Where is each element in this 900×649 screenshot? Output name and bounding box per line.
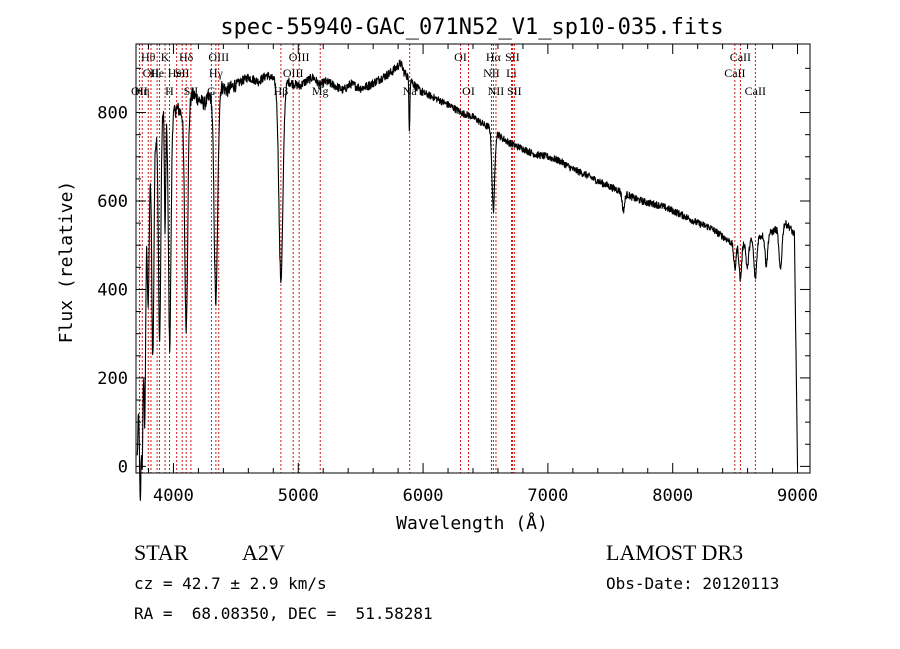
y-axis-label: Flux (relative)	[56, 181, 77, 344]
line-marker-label: K	[161, 50, 170, 64]
line-marker-label: OII	[143, 66, 160, 80]
line-marker-label: H	[165, 84, 174, 98]
y-tick-label: 200	[97, 369, 128, 389]
line-marker-label: CaII	[730, 50, 751, 64]
line-marker-label: SII	[507, 84, 522, 98]
line-marker-label: G	[207, 84, 216, 98]
line-marker-label: He	[150, 66, 164, 80]
sky-coordinates: RA = 68.08350, DEC = 51.58281	[134, 604, 433, 623]
line-marker-label: SII	[505, 50, 520, 64]
line-marker-label: CaII	[745, 84, 766, 98]
survey-name: LAMOST DR3	[606, 540, 744, 565]
line-marker-label: HeI	[168, 66, 186, 80]
line-marker-label: Li	[506, 66, 517, 80]
x-tick-label: 8000	[652, 486, 693, 506]
chart-title: spec-55940-GAC_071N52_V1_sp10-035.fits	[220, 15, 723, 40]
radial-velocity: cz = 42.7 ± 2.9 km/s	[134, 574, 327, 593]
x-tick-label: 5000	[278, 486, 319, 506]
y-tick-label: 800	[97, 104, 128, 124]
x-tick-label: 9000	[777, 486, 818, 506]
y-tick-label: 600	[97, 192, 128, 212]
line-marker-label: Hβ	[274, 84, 289, 98]
x-axis-label: Wavelength (Å)	[396, 512, 548, 534]
spectrum-line	[136, 59, 799, 501]
plot-frame	[135, 43, 811, 474]
line-marker-label: OIII	[208, 50, 229, 64]
spectral-subclass: A2V	[242, 540, 285, 565]
x-tick-label: 6000	[403, 486, 444, 506]
y-tick-label: 400	[97, 280, 128, 300]
line-marker-label: Hγ	[209, 66, 224, 80]
object-class: STAR	[134, 540, 189, 565]
line-marker-label: OI	[454, 50, 467, 64]
x-tick-label: 4000	[153, 486, 194, 506]
line-marker-label: Mg	[312, 84, 329, 98]
line-marker-label: Hη	[135, 84, 150, 98]
x-tick-label: 7000	[527, 486, 568, 506]
observation-date: Obs-Date: 20120113	[606, 574, 780, 593]
line-marker-label: NII	[483, 66, 500, 80]
y-tick-label: 0	[118, 457, 128, 477]
line-marker-label: OIII	[283, 66, 304, 80]
spectrum-series	[136, 59, 799, 501]
line-marker-label: OI	[462, 84, 475, 98]
line-marker-label: Hδ	[179, 50, 194, 64]
line-marker-label: NII	[488, 84, 505, 98]
line-marker-label: OIII	[289, 50, 310, 64]
line-marker-label: Hα	[486, 50, 502, 64]
line-marker-label: SII	[175, 66, 190, 80]
line-marker-label: Hθ	[141, 50, 156, 64]
line-marker-label: OII	[131, 84, 148, 98]
axes: 4000 5000 6000 7000 8000 9000 0 200 400 600 800	[97, 44, 818, 506]
line-marker-label: CaII	[724, 66, 745, 80]
